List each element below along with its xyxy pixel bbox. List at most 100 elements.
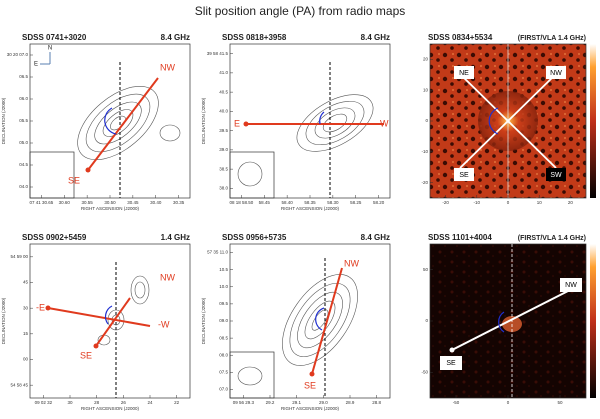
x-tick-label: 58.35	[304, 200, 316, 205]
y-tick-label: 40.0	[219, 109, 228, 114]
direction-label: NW	[550, 70, 562, 77]
y-tick-label: 50	[423, 267, 429, 272]
y-tick-label: 30	[23, 305, 29, 310]
x-tick-label: 26	[121, 400, 127, 405]
slit-line	[95, 297, 131, 347]
y-tick-label: 45	[23, 280, 29, 285]
panel-name: SDSS 1101+4004	[428, 233, 492, 242]
direction-label: NW	[344, 258, 359, 268]
y-axis-label: DECLINATION (J2000)	[1, 97, 6, 144]
panel-frequency: 8.4 GHz	[161, 33, 190, 42]
y-tick-label: 54 58 45	[10, 382, 28, 387]
x-tick-label: 58.25	[350, 200, 362, 205]
x-tick-label: 07 41 30.65	[30, 200, 54, 205]
x-tick-label: 30.45	[127, 200, 139, 205]
direction-label: W	[380, 118, 389, 128]
label-box	[454, 66, 474, 79]
y-tick-label: 10.5	[219, 267, 228, 272]
direction-label: -E	[36, 302, 45, 312]
x-tick-label: -50	[453, 400, 460, 405]
direction-label: SE	[304, 380, 316, 390]
colorbar	[590, 44, 596, 198]
x-axis-label: RIGHT ASCENSION (J2000)	[281, 206, 339, 211]
marker	[309, 371, 315, 377]
y-tick-label: 54 59 00	[10, 254, 28, 259]
panel-frequency: (FIRST/VLA 1.4 GHz)	[518, 235, 586, 242]
marker	[449, 347, 455, 353]
panel-frequency: 1.4 GHz	[161, 233, 190, 242]
contours	[282, 274, 358, 366]
panel: SDSS 0741+3020 8.4 GHz N E NW SE 07 41 3…	[1, 33, 191, 211]
x-tick-label: -10	[474, 200, 481, 205]
panel-name: SDSS 0741+3020	[22, 33, 87, 42]
y-tick-label: -10	[421, 149, 428, 154]
compass-label: N	[48, 46, 52, 52]
label-box	[546, 66, 566, 79]
angle-arc	[488, 107, 499, 135]
x-tick-label: 58.20	[373, 200, 385, 205]
contour	[159, 124, 181, 142]
slit-line	[451, 289, 571, 351]
x-tick-label: 30.50	[104, 200, 116, 205]
panel-frequency: 8.4 GHz	[361, 233, 390, 242]
panel-name: SDSS 0902+5459	[22, 233, 87, 242]
panel-frequency: (FIRST/VLA 1.4 GHz)	[518, 35, 586, 42]
x-tick-label: 30.40	[150, 200, 162, 205]
plot-frame	[29, 243, 191, 399]
x-tick-label: 10	[537, 200, 543, 205]
x-tick-label: 58.30	[327, 200, 339, 205]
x-tick-label: 28.9	[346, 400, 355, 405]
contours	[296, 94, 374, 152]
x-axis-label: RIGHT ASCENSION (J2000)	[81, 406, 139, 411]
figure-title: Slit position angle (PA) from radio maps	[195, 4, 406, 18]
x-tick-label: 58.45	[259, 200, 271, 205]
direction-label: SW	[550, 172, 562, 179]
x-tick-label: 58.40	[282, 200, 294, 205]
direction-label: NW	[565, 282, 577, 289]
compass	[40, 52, 51, 65]
y-axis-label: DECLINATION (J2000)	[201, 297, 206, 344]
y-tick-label: 39.0	[219, 147, 228, 152]
y-tick-label: 20	[423, 57, 429, 62]
direction-label: SE	[446, 360, 456, 367]
y-tick-label: 0	[425, 318, 428, 323]
x-axis-label: RIGHT ASCENSION (J2000)	[281, 406, 339, 411]
label-box	[560, 278, 582, 292]
marker	[85, 167, 91, 173]
slit-line	[87, 77, 159, 171]
y-tick-label: 38.0	[219, 186, 228, 191]
label-box	[546, 168, 566, 181]
panel: SDSS 0902+5459 1.4 GHz NW -E -W SE 09 02…	[1, 233, 191, 411]
x-tick-label: 28.8	[372, 400, 381, 405]
angle-arc	[498, 311, 505, 333]
slit-line	[311, 267, 343, 375]
plot-frame	[229, 43, 391, 199]
y-tick-label: 09.0	[219, 318, 228, 323]
y-axis-label: DECLINATION (J2000)	[201, 97, 206, 144]
direction-label: -W	[158, 319, 170, 329]
marker	[243, 121, 249, 127]
x-tick-label: 0	[507, 200, 510, 205]
panel: SDSS 1101+4004 (FIRST/VLA 1.4 GHz) NW SE…	[421, 233, 596, 405]
beam-box	[229, 351, 275, 399]
slit-line	[47, 307, 151, 327]
panel-frequency: 8.4 GHz	[361, 33, 390, 42]
x-axis-label: RIGHT ASCENSION (J2000)	[81, 206, 139, 211]
y-tick-label: 41.0	[219, 70, 228, 75]
x-tick-label: 09 02 32	[35, 400, 53, 405]
x-tick-label: 30.55	[82, 200, 94, 205]
y-tick-label: 08.0	[219, 352, 228, 357]
angle-arc	[319, 111, 325, 125]
slit-lines	[459, 73, 557, 169]
y-tick-label: 15	[23, 331, 29, 336]
contours	[77, 85, 159, 161]
y-tick-label: 06.0	[19, 96, 28, 101]
angle-arc	[315, 307, 325, 331]
marker	[45, 305, 51, 311]
x-tick-label: -20	[442, 200, 449, 205]
direction-label: NW	[160, 272, 175, 282]
panel-name: SDSS 0834+5534	[428, 33, 493, 42]
y-tick-label: 39.5	[219, 128, 228, 133]
x-tick-label: 30.60	[59, 200, 71, 205]
direction-label: SE	[80, 350, 92, 360]
